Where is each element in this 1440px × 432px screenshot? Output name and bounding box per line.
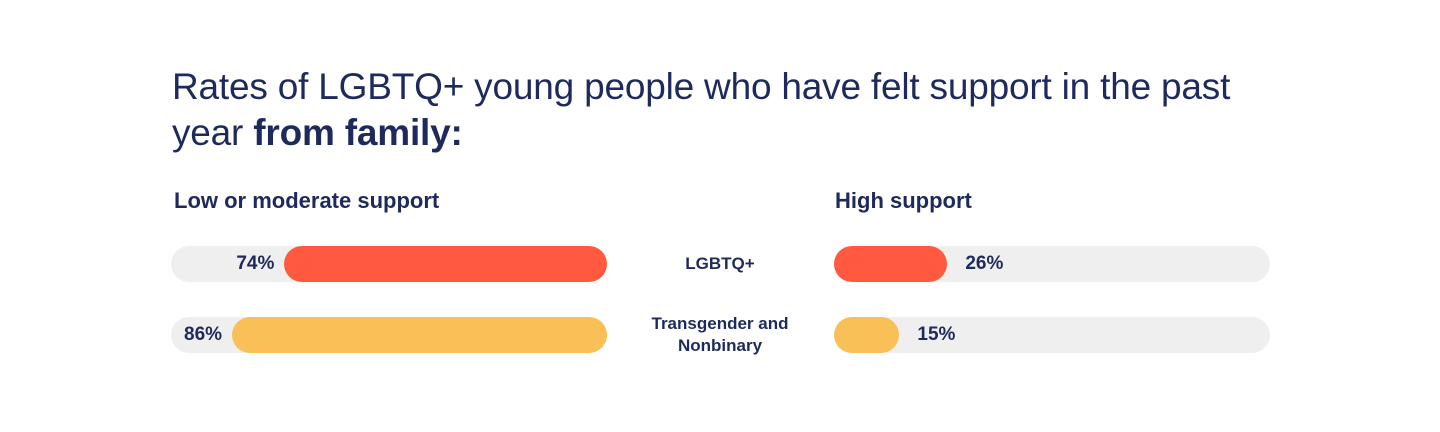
bar-low-moderate-2 [232, 317, 607, 353]
bar-high-1 [834, 246, 948, 282]
category-label-1: LGBTQ+ [620, 253, 820, 275]
title-bold-text: from family: [253, 112, 463, 153]
category-label-line: LGBTQ+ [685, 254, 755, 273]
title-regular-text: Rates of LGBTQ+ young people who have fe… [172, 66, 1231, 153]
value-label-high-1: 26% [965, 253, 1004, 274]
bar-high-2 [834, 317, 900, 353]
track-low-moderate-2: 86% [171, 317, 607, 353]
track-high-2: 15% [834, 317, 1270, 353]
category-label-line: Transgender and [651, 314, 789, 333]
category-label-2: Transgender and Nonbinary [620, 313, 820, 357]
panel-heading-high: High support [835, 188, 972, 213]
panel-heading-low-moderate: Low or moderate support [174, 188, 440, 213]
value-label-high-2: 15% [917, 324, 956, 345]
value-label-low-moderate-2: 86% [184, 324, 223, 345]
value-label-low-moderate-1: 74% [236, 253, 275, 274]
category-label-line: Nonbinary [677, 336, 763, 355]
track-high-1: 26% [834, 246, 1270, 282]
chart-title: Rates of LGBTQ+ young people who have fe… [172, 64, 1272, 156]
bar-low-moderate-1 [284, 246, 607, 282]
track-low-moderate-1: 74% [171, 246, 607, 282]
